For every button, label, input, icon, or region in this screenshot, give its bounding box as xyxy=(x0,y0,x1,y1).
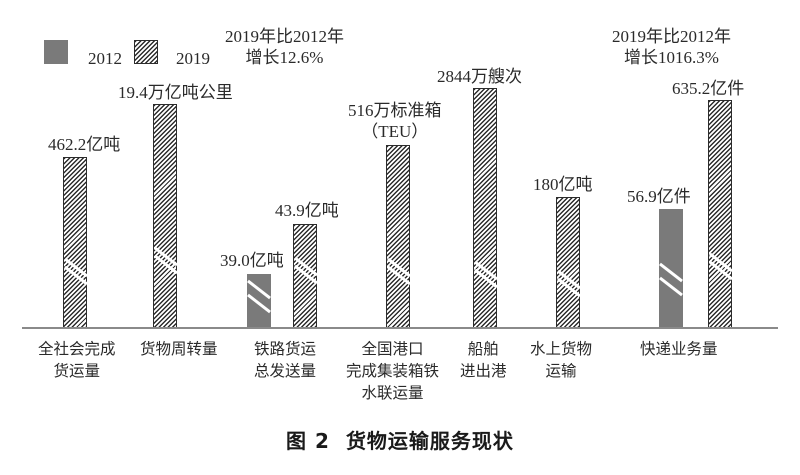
category-label: 铁路货运 总发送量 xyxy=(254,338,316,382)
bar-label: 2844万艘次 xyxy=(437,67,522,86)
bar-label: 462.2亿吨 xyxy=(48,135,121,154)
category-line: 完成集装箱铁 xyxy=(346,362,440,380)
growth-annotation-rail: 2019年比2012年 增长12.6% xyxy=(225,26,344,68)
figure-caption: 图 2 货物运输服务现状 xyxy=(0,425,800,454)
category-line: 进出港 xyxy=(460,362,507,380)
annotation-line2: 增长12.6% xyxy=(245,48,324,67)
bar-label: 516万标准箱 （TEU） xyxy=(348,100,442,142)
category-line: 运输 xyxy=(545,362,577,380)
figure-number: 图 2 xyxy=(286,429,330,453)
growth-annotation-express: 2019年比2012年 增长1016.3% xyxy=(612,26,731,68)
category-line: 货物周转量 xyxy=(140,340,218,358)
bar-label: 19.4万亿吨公里 xyxy=(118,83,233,102)
category-line: 铁路货运 xyxy=(254,340,317,358)
category-line: 船舶 xyxy=(467,340,499,358)
bar-express-2019 xyxy=(708,100,733,328)
annotation-line1: 2019年比2012年 xyxy=(225,27,344,46)
category-label: 全社会完成 货运量 xyxy=(38,338,116,382)
category-label: 货物周转量 xyxy=(140,338,218,360)
legend-swatch-2019 xyxy=(134,40,158,64)
category-label: 船舶 进出港 xyxy=(460,338,507,382)
bar-turnover-2019 xyxy=(153,104,178,328)
category-label: 快递业务量 xyxy=(640,338,718,360)
category-line: 总发送量 xyxy=(254,362,317,380)
bar-freight-volume-2019 xyxy=(63,157,88,328)
bar-label: 39.0亿吨 xyxy=(220,251,284,270)
bar-waterway-2019 xyxy=(556,197,581,328)
bar-rail-2012 xyxy=(247,274,271,328)
annotation-line1: 2019年比2012年 xyxy=(612,27,731,46)
bar-rail-2019 xyxy=(293,224,318,328)
legend-swatch-2012 xyxy=(44,40,68,64)
annotation-line2: 增长1016.3% xyxy=(624,48,719,67)
bar-label: 43.9亿吨 xyxy=(275,201,339,220)
bar-label: 635.2亿件 xyxy=(672,79,745,98)
bar-container-2019 xyxy=(386,145,411,328)
bar-ships-2019 xyxy=(473,88,498,328)
category-line: 全国港口 xyxy=(361,340,424,358)
x-axis-line xyxy=(22,327,778,329)
bar-label-line1: 516万标准箱 xyxy=(348,101,442,120)
category-line: 水上货物 xyxy=(530,340,593,358)
bar-label: 56.9亿件 xyxy=(627,187,691,206)
figure-title: 货物运输服务现状 xyxy=(345,429,514,453)
legend-label-2012: 2012 xyxy=(88,49,122,68)
category-label: 全国港口 完成集装箱铁 水联运量 xyxy=(346,338,439,404)
legend-label-2019: 2019 xyxy=(176,49,210,68)
category-line: 水联运量 xyxy=(361,384,424,402)
bar-label-line2: （TEU） xyxy=(361,122,429,141)
bar-express-2012 xyxy=(659,209,683,328)
bar-label: 180亿吨 xyxy=(533,175,593,194)
category-line: 货运量 xyxy=(53,362,101,380)
category-line: 快递业务量 xyxy=(640,340,718,358)
category-line: 全社会完成 xyxy=(38,340,116,358)
category-label: 水上货物 运输 xyxy=(530,338,592,382)
